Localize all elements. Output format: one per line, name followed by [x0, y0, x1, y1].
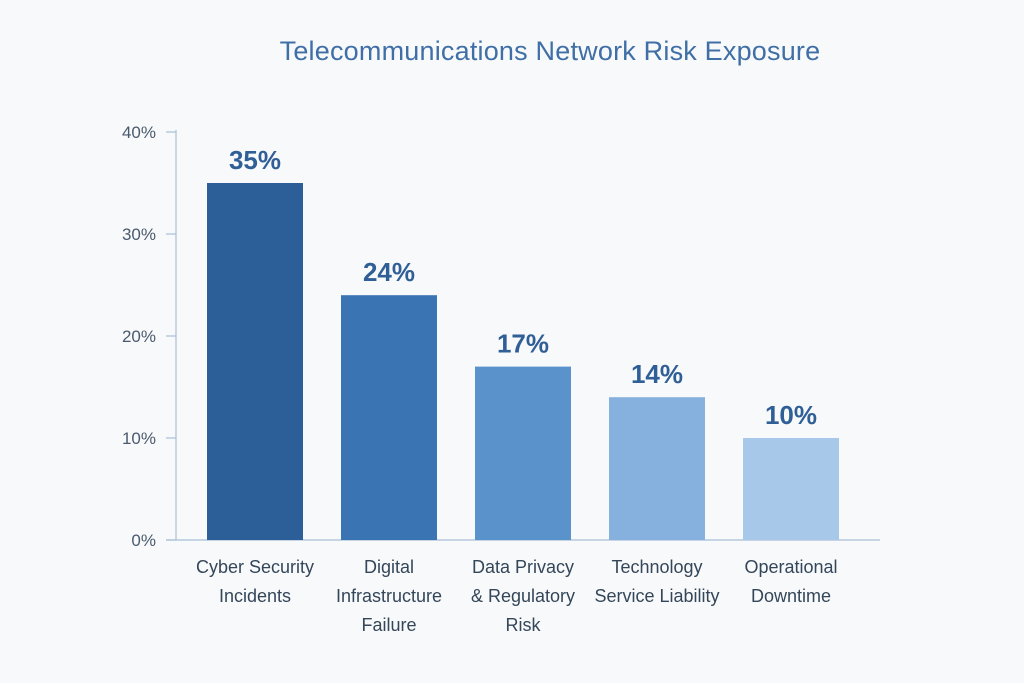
y-tick-label: 20%	[122, 327, 156, 346]
bar	[207, 183, 303, 540]
category-label: Cyber Security Incidents	[196, 557, 314, 606]
category-label: Data Privacy & Regulatory Risk	[471, 557, 575, 635]
data-label: 17%	[497, 329, 549, 359]
y-tick-label: 10%	[122, 429, 156, 448]
data-label: 10%	[765, 400, 817, 430]
data-label: 14%	[631, 359, 683, 389]
data-label: 35%	[229, 145, 281, 175]
y-tick-label: 30%	[122, 225, 156, 244]
bar	[743, 438, 839, 540]
category-label: Technology Service Liability	[594, 557, 719, 606]
bar	[475, 366, 571, 540]
y-tick-label: 40%	[122, 123, 156, 142]
bar	[609, 397, 705, 540]
category-label: Digital Infrastructure Failure	[336, 557, 442, 635]
category-label: Operational Downtime	[744, 557, 837, 606]
data-label: 24%	[363, 257, 415, 287]
chart-title: Telecommunications Network Risk Exposure	[279, 36, 821, 66]
bar	[341, 295, 437, 540]
y-tick-label: 0%	[131, 531, 156, 550]
